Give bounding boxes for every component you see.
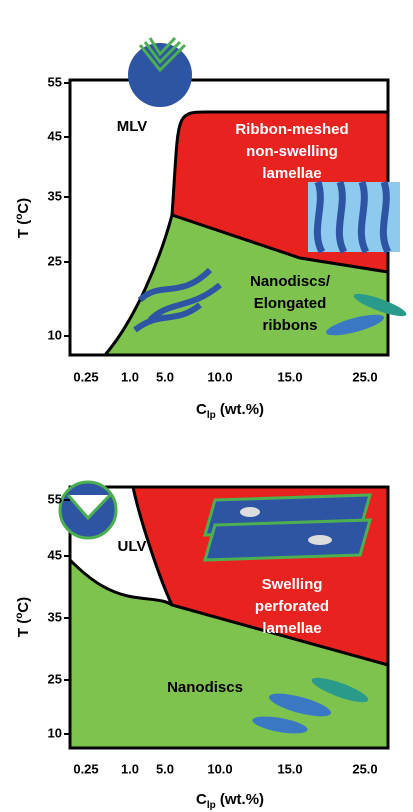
panel-2-regions [60,482,388,748]
pore [240,507,260,517]
x-label-sub: lp [207,800,216,811]
region-label: Ribbon-meshed [235,121,348,138]
region-label: Swelling [262,576,323,593]
region-label: ULV [118,538,147,555]
x-tick-label: 25.0 [352,761,377,776]
y-tick-label: 55 [48,74,62,89]
x-label-sub: lp [207,410,216,421]
y-tick-label: 25 [48,253,62,268]
y-tick-label: 10 [48,327,62,342]
x-tick-label: 0.25 [73,369,98,384]
region-label: Nanodiscs [167,679,243,696]
region-label: MLV [117,118,148,135]
region-label: lamellae [262,620,321,637]
y-tick-label: 35 [48,609,62,624]
y-tick-label: 45 [48,128,62,143]
x-label-rest: (wt.%) [216,791,264,808]
y-tick-label: 35 [48,188,62,203]
region-label: Elongated [254,295,327,312]
y-axis-label: T (oC) [14,198,32,238]
x-axis-label: Clp (wt.%) [196,401,264,421]
panel-1-regions [70,38,408,355]
y-tick-label: 55 [48,491,62,506]
x-tick-label: 10.0 [207,369,232,384]
x-label-main: C [196,401,207,418]
region-label: perforated [255,598,329,615]
region-label: non-swelling [246,143,338,160]
lamella-icon [205,520,370,560]
x-label-main: C [196,791,207,808]
x-axis-label: Clp (wt.%) [196,791,264,811]
x-tick-label: 15.0 [277,369,302,384]
x-tick-label: 5.0 [156,761,174,776]
y-axis-label: T (oC) [14,597,32,637]
x-label-rest: (wt.%) [216,401,264,418]
x-tick-label: 1.0 [121,369,139,384]
pore [308,535,332,545]
y-label-rest: C) [15,198,32,214]
figure: 55 45 35 25 10 0.25 1.0 5.0 10.0 15.0 25.0 Clp (wt.… [0,0,413,812]
y-label-main: T ( [15,220,32,238]
region-label: lamellae [262,165,321,182]
region-label: ribbons [263,317,318,334]
y-tick-label: 25 [48,671,62,686]
region-label: Nanodiscs/ [250,273,331,290]
x-tick-label: 0.25 [73,761,98,776]
x-tick-label: 15.0 [277,761,302,776]
x-tick-label: 25.0 [352,369,377,384]
y-label-rest: C) [15,597,32,613]
y-label-main: T ( [15,619,32,637]
x-tick-label: 10.0 [207,761,232,776]
x-tick-label: 5.0 [156,369,174,384]
y-tick-label: 45 [48,547,62,562]
x-tick-label: 1.0 [121,761,139,776]
y-tick-label: 10 [48,725,62,740]
